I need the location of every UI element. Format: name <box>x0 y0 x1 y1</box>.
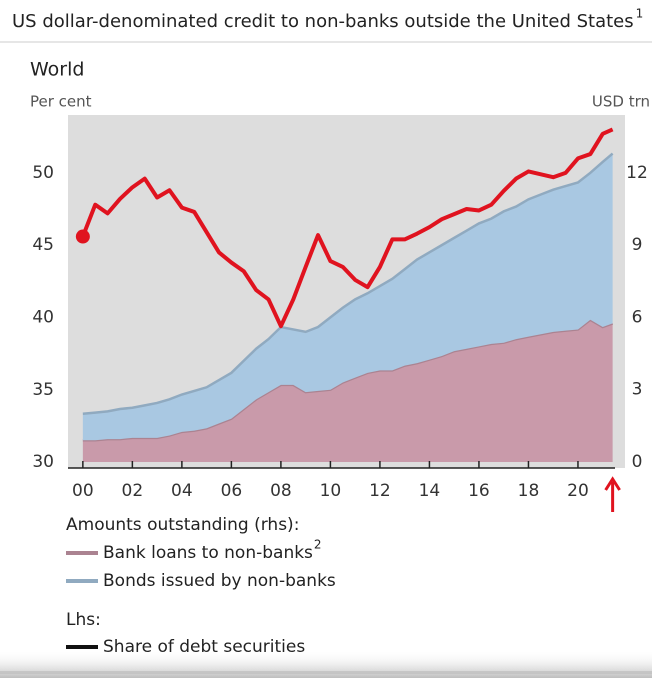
legend-heading: Amounts outstanding (rhs): <box>66 515 299 535</box>
x-tick-label: 14 <box>419 481 441 501</box>
legend-note: 2 <box>314 538 322 552</box>
y2-tick-label: 0 <box>632 452 643 472</box>
line <box>80 127 614 329</box>
x-tick-label: 12 <box>369 481 391 501</box>
y-tick-label: 45 <box>32 235 54 255</box>
y2-axis-label: USD trn <box>592 93 650 111</box>
y-tick-label: 50 <box>32 163 54 183</box>
x-tick-label: 20 <box>567 481 589 501</box>
area-edge <box>82 152 614 416</box>
y-tick-label: 30 <box>32 452 54 472</box>
x-tick-label: 02 <box>122 481 144 501</box>
y2-tick-label: 3 <box>632 380 643 400</box>
arrow <box>604 476 621 512</box>
y2-tick-label: 9 <box>632 235 643 255</box>
y-axis-label: Per cent <box>30 93 92 111</box>
subtitle: World <box>30 59 84 81</box>
x-tick-label: 00 <box>72 481 94 501</box>
y-tick-label: 35 <box>32 380 54 400</box>
y-tick-label: 40 <box>32 308 54 328</box>
x-tick-label: 16 <box>468 481 490 501</box>
legend-label: Bank loans to non-banks <box>103 543 313 563</box>
x-tick-label: 04 <box>171 481 193 501</box>
legend-heading: Lhs: <box>66 610 101 630</box>
progress-track <box>0 671 652 674</box>
area-fill <box>82 153 613 441</box>
chart-title: US dollar-denominated credit to non-bank… <box>12 11 634 32</box>
legend-label: Bonds issued by non-banks <box>103 571 336 591</box>
area-fill <box>82 319 613 462</box>
x-tick-label: 18 <box>518 481 540 501</box>
x-tick-label: 08 <box>270 481 292 501</box>
y2-tick-label: 6 <box>632 307 643 327</box>
y2-tick-label: 12 <box>626 163 648 183</box>
x-tick-label: 06 <box>221 481 243 501</box>
x-tick-label: 10 <box>320 481 342 501</box>
start-marker <box>75 229 90 244</box>
title-note: 1 <box>636 7 644 21</box>
